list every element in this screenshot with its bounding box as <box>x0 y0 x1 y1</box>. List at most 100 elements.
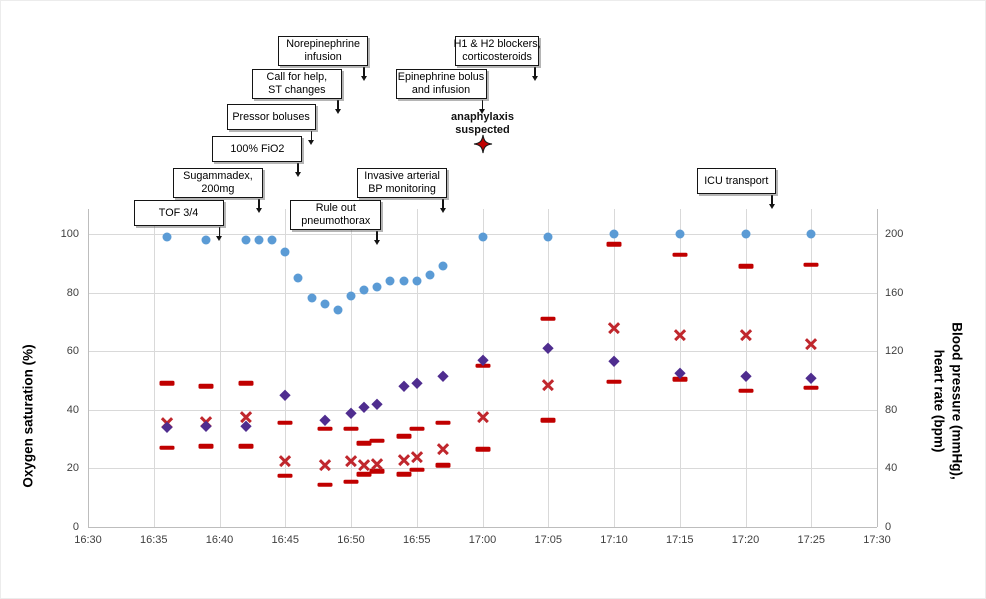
diastolic-bp-point <box>435 463 451 468</box>
spo2-point <box>675 229 685 239</box>
annotation-line: Norepinephrine <box>286 38 361 51</box>
map-point <box>477 411 489 423</box>
annotation-line: 200mg <box>201 183 235 195</box>
spo2-point <box>425 270 435 280</box>
x-tick-label: 17:15 <box>665 534 694 546</box>
systolic-bp-point <box>409 426 425 432</box>
x-tick-label: 17:05 <box>534 534 563 546</box>
annotation-line: Sugammadex, <box>183 170 253 183</box>
map-point <box>805 338 817 350</box>
spo2-point <box>478 232 487 242</box>
systolic-bp-point <box>356 441 372 446</box>
systolic-bp-point <box>540 316 556 322</box>
annotation-box: Epinephrine bolus and infusion <box>395 69 487 99</box>
v-gridline <box>285 209 287 527</box>
diastolic-bp-point <box>396 472 412 477</box>
heart-rate-point <box>371 398 383 410</box>
map-point <box>279 455 291 467</box>
annotation-box: Invasive arterial BP monitoring <box>357 168 448 198</box>
annotation-line: BP monitoring <box>368 183 436 195</box>
spo2-point <box>320 299 330 309</box>
systolic-bp-point <box>238 381 254 386</box>
heart-rate-point <box>279 389 291 401</box>
annotation-arrow-down-icon <box>534 67 536 76</box>
event-label-anaphylaxis-suspected: anaphylaxis suspected <box>451 111 514 137</box>
v-gridline <box>614 209 615 527</box>
annotation-box: Rule out pneumothorax <box>290 200 382 230</box>
v-gridline <box>811 209 813 527</box>
heart-rate-point <box>608 356 620 367</box>
annotation-box: Call for help, ST changes <box>251 69 342 99</box>
y-left-tick-label: 20 <box>66 462 79 475</box>
axis-title-blood-pressure: Blood pressure (mmHg), <box>949 322 965 480</box>
v-gridline <box>548 209 550 527</box>
axis-title-bp-hr: Blood pressure (mmHg), heart rate (bpm) <box>930 322 965 480</box>
annotation-box: Sugammadex, 200mg <box>172 168 263 198</box>
annotation-line: 100% FiO2 <box>230 142 285 155</box>
annotation-line: Invasive arterial <box>364 170 440 183</box>
annotation-line: ST changes <box>268 84 326 96</box>
spo2-point <box>359 285 369 295</box>
annotation-line: anaphylaxis <box>451 111 514 123</box>
anaphylaxis-star-icon <box>473 134 492 154</box>
x-tick-label: 17:10 <box>600 534 628 546</box>
annotation-line: Epinephrine bolus <box>397 71 485 84</box>
annotation-line: Call for help, <box>266 71 328 84</box>
annotation-arrow-down-icon <box>770 195 773 204</box>
v-gridline <box>153 209 155 527</box>
map-point <box>345 455 357 467</box>
diastolic-bp-point <box>159 445 175 451</box>
x-tick-label: 16:45 <box>271 534 300 546</box>
annotation-arrow-down-icon <box>376 231 379 240</box>
diastolic-bp-point <box>672 376 688 382</box>
spo2-point <box>307 293 317 303</box>
annotation-arrow-down-icon <box>363 67 365 76</box>
systolic-bp-point <box>435 420 451 426</box>
annotation-line: pneumothorax <box>301 215 371 227</box>
x-tick-label: 16:40 <box>205 534 234 546</box>
bottom-axis-line <box>88 527 877 528</box>
annotation-box: Pressor boluses <box>226 104 316 130</box>
systolic-bp-point <box>738 263 753 269</box>
y-right-tick-label: 160 <box>885 286 904 299</box>
spo2-point <box>741 229 750 239</box>
heart-rate-point <box>805 372 817 383</box>
annotation-line: suspected <box>455 123 510 136</box>
map-point <box>740 329 752 341</box>
map-point <box>411 451 423 463</box>
annotation-line: Pressor boluses <box>232 110 310 123</box>
y-left-tick-label: 100 <box>60 228 79 240</box>
x-tick-label: 17:25 <box>797 534 826 546</box>
diastolic-bp-point <box>409 467 425 473</box>
v-gridline <box>416 209 418 527</box>
spo2-point <box>254 235 264 245</box>
spo2-point <box>399 276 409 286</box>
y-left-tick-label: 80 <box>66 286 79 299</box>
spo2-point <box>267 235 277 245</box>
annotation-arrow-down-icon <box>257 199 260 208</box>
annotation-arrow-down-icon <box>218 227 221 236</box>
annotation-arrow-down-icon <box>481 100 484 109</box>
map-point <box>319 459 331 471</box>
map-point <box>371 458 383 470</box>
annotation-line: TOF 3/4 <box>158 206 199 219</box>
spo2-point <box>346 291 356 301</box>
systolic-bp-point <box>803 262 819 267</box>
systolic-bp-point <box>475 363 490 369</box>
diastolic-bp-point <box>803 385 819 391</box>
y-right-tick-label: 0 <box>885 521 892 533</box>
annotation-arrow-down-icon <box>336 100 339 109</box>
spo2-point <box>438 261 448 271</box>
y-left-tick-label: 40 <box>66 403 79 416</box>
annotation-box: 100% FiO2 <box>212 136 303 162</box>
x-tick-label: 17:30 <box>863 534 891 546</box>
systolic-bp-point <box>369 438 385 443</box>
map-point <box>437 443 449 455</box>
y-left-tick-label: 60 <box>66 345 79 358</box>
diastolic-bp-point <box>369 469 385 474</box>
diastolic-bp-point <box>277 473 293 478</box>
diastolic-bp-point <box>475 447 490 452</box>
heart-rate-point <box>398 380 409 392</box>
map-point <box>398 454 410 466</box>
spo2-point <box>201 235 211 245</box>
